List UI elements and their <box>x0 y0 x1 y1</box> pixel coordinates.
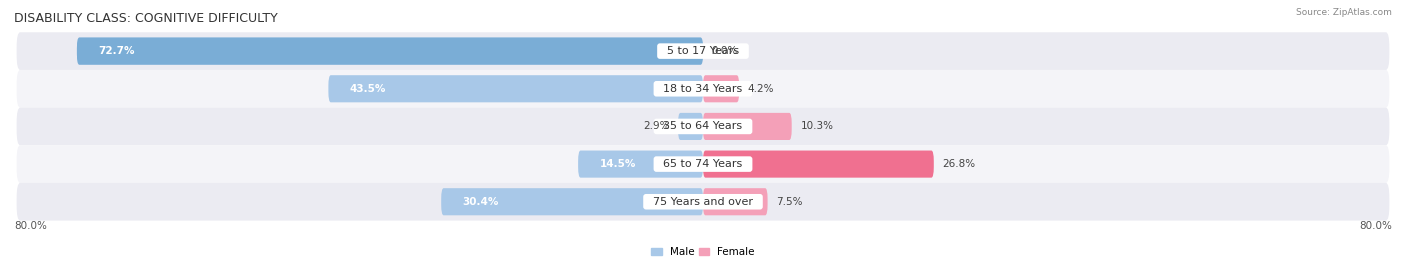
FancyBboxPatch shape <box>703 75 740 102</box>
FancyBboxPatch shape <box>17 145 1389 183</box>
Text: 18 to 34 Years: 18 to 34 Years <box>657 84 749 94</box>
Text: 30.4%: 30.4% <box>463 197 499 207</box>
Text: 2.9%: 2.9% <box>643 121 669 132</box>
FancyBboxPatch shape <box>17 32 1389 70</box>
Text: 7.5%: 7.5% <box>776 197 803 207</box>
Text: 65 to 74 Years: 65 to 74 Years <box>657 159 749 169</box>
Text: 4.2%: 4.2% <box>748 84 775 94</box>
Text: 35 to 64 Years: 35 to 64 Years <box>657 121 749 132</box>
FancyBboxPatch shape <box>329 75 703 102</box>
Text: Source: ZipAtlas.com: Source: ZipAtlas.com <box>1296 8 1392 17</box>
Text: 75 Years and over: 75 Years and over <box>645 197 761 207</box>
FancyBboxPatch shape <box>703 113 792 140</box>
FancyBboxPatch shape <box>703 188 768 215</box>
FancyBboxPatch shape <box>17 70 1389 108</box>
FancyBboxPatch shape <box>17 108 1389 145</box>
FancyBboxPatch shape <box>77 38 703 65</box>
Text: 80.0%: 80.0% <box>1360 221 1392 231</box>
FancyBboxPatch shape <box>703 151 934 178</box>
Text: DISABILITY CLASS: COGNITIVE DIFFICULTY: DISABILITY CLASS: COGNITIVE DIFFICULTY <box>14 12 278 25</box>
FancyBboxPatch shape <box>77 38 703 65</box>
Text: 0.0%: 0.0% <box>711 46 738 56</box>
Text: 26.8%: 26.8% <box>942 159 976 169</box>
Text: 43.5%: 43.5% <box>350 84 387 94</box>
Text: 80.0%: 80.0% <box>14 221 46 231</box>
FancyBboxPatch shape <box>578 151 703 178</box>
Text: 72.7%: 72.7% <box>98 46 135 56</box>
Text: 5 to 17 Years: 5 to 17 Years <box>659 46 747 56</box>
Text: 10.3%: 10.3% <box>800 121 834 132</box>
FancyBboxPatch shape <box>441 188 703 215</box>
Legend: Male, Female: Male, Female <box>651 247 755 257</box>
FancyBboxPatch shape <box>678 113 703 140</box>
FancyBboxPatch shape <box>17 183 1389 221</box>
Text: 14.5%: 14.5% <box>599 159 636 169</box>
